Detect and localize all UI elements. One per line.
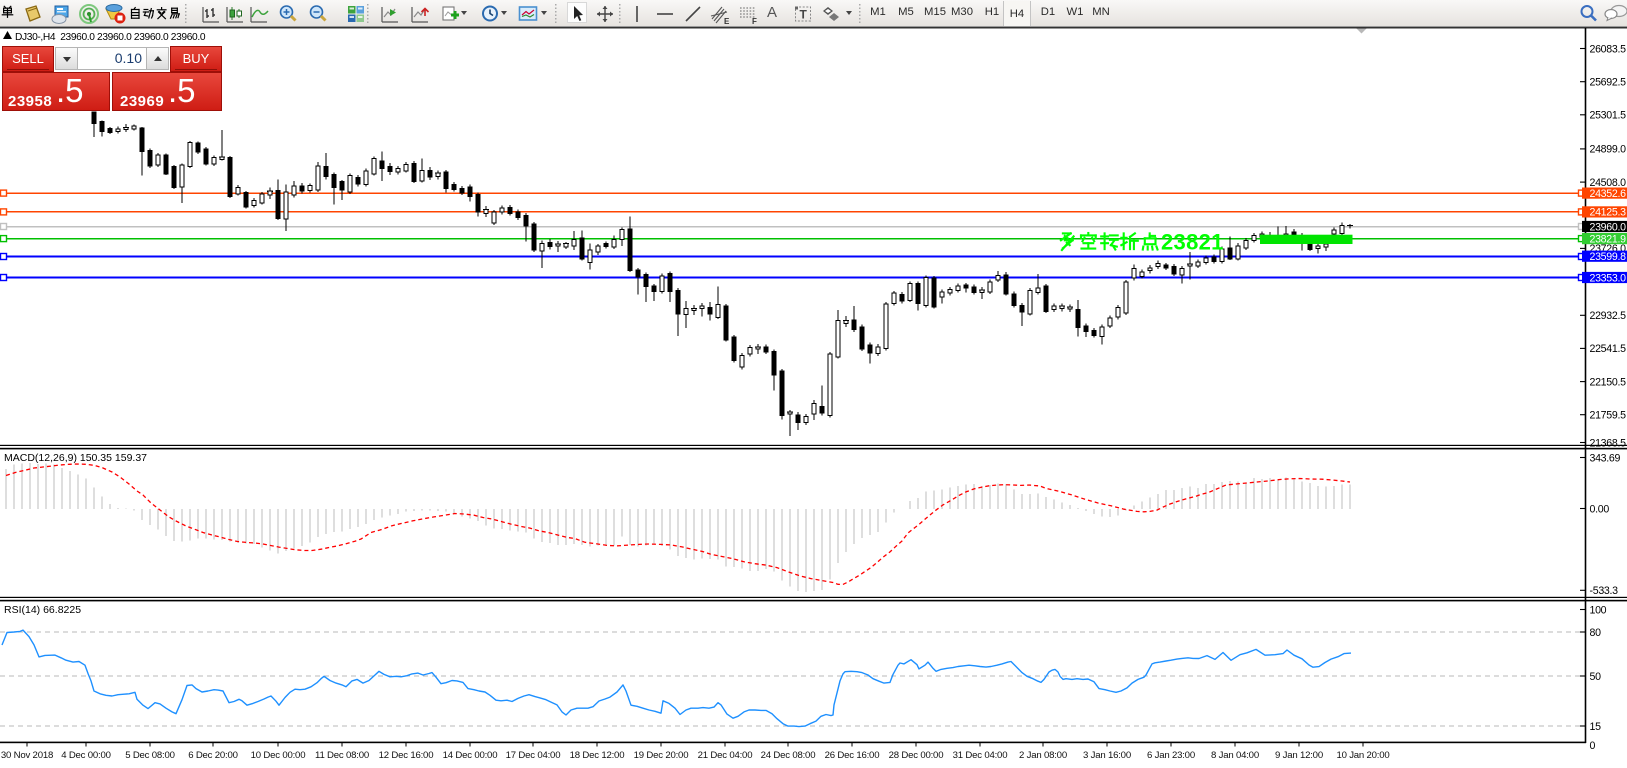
svg-text:80: 80 bbox=[1590, 627, 1602, 639]
svg-text:5 Dec 08:00: 5 Dec 08:00 bbox=[125, 750, 175, 761]
svg-text:22541.5: 22541.5 bbox=[1590, 343, 1627, 355]
svg-text:26 Dec 16:00: 26 Dec 16:00 bbox=[825, 750, 880, 761]
svg-text:24125.3: 24125.3 bbox=[1590, 207, 1627, 219]
svg-text:23353.0: 23353.0 bbox=[1590, 272, 1627, 284]
svg-text:23821.9: 23821.9 bbox=[1590, 233, 1627, 245]
svg-text:18 Dec 12:00: 18 Dec 12:00 bbox=[570, 750, 625, 761]
svg-text:23821: 23821 bbox=[1161, 230, 1224, 255]
svg-text:0: 0 bbox=[1590, 740, 1596, 752]
svg-text:21 Dec 04:00: 21 Dec 04:00 bbox=[698, 750, 753, 761]
svg-text:19 Dec 20:00: 19 Dec 20:00 bbox=[634, 750, 689, 761]
svg-text:31 Dec 04:00: 31 Dec 04:00 bbox=[953, 750, 1008, 761]
svg-text:24508.0: 24508.0 bbox=[1590, 177, 1627, 189]
svg-text:24 Dec 08:00: 24 Dec 08:00 bbox=[761, 750, 816, 761]
svg-text:DJ30-,H4 23960.0 23960.0 2396: DJ30-,H4 23960.0 23960.0 23960.0 23960.0 bbox=[15, 32, 206, 43]
svg-text:23960.0: 23960.0 bbox=[1590, 221, 1627, 233]
svg-text:10 Jan 20:00: 10 Jan 20:00 bbox=[1336, 750, 1389, 761]
svg-text:28 Dec 00:00: 28 Dec 00:00 bbox=[889, 750, 944, 761]
svg-text:30 Nov 2018: 30 Nov 2018 bbox=[1, 750, 53, 761]
svg-text:343.69: 343.69 bbox=[1590, 452, 1621, 464]
svg-text:8 Jan 04:00: 8 Jan 04:00 bbox=[1211, 750, 1259, 761]
svg-text:12 Dec 16:00: 12 Dec 16:00 bbox=[379, 750, 434, 761]
svg-text:2 Jan 08:00: 2 Jan 08:00 bbox=[1019, 750, 1067, 761]
svg-text:10 Dec 00:00: 10 Dec 00:00 bbox=[251, 750, 306, 761]
svg-text:15: 15 bbox=[1590, 721, 1602, 733]
svg-text:21759.5: 21759.5 bbox=[1590, 410, 1627, 422]
svg-text:23599.8: 23599.8 bbox=[1590, 251, 1627, 263]
svg-text:6 Jan 23:00: 6 Jan 23:00 bbox=[1147, 750, 1195, 761]
svg-text:11 Dec 08:00: 11 Dec 08:00 bbox=[315, 750, 369, 761]
svg-text:22150.5: 22150.5 bbox=[1590, 376, 1627, 388]
svg-text:50: 50 bbox=[1590, 671, 1602, 683]
svg-text:26083.5: 26083.5 bbox=[1590, 43, 1627, 55]
svg-text:25301.5: 25301.5 bbox=[1590, 110, 1627, 122]
svg-text:6 Dec 20:00: 6 Dec 20:00 bbox=[188, 750, 238, 761]
svg-text:14 Dec 00:00: 14 Dec 00:00 bbox=[443, 750, 498, 761]
svg-text:9 Jan 12:00: 9 Jan 12:00 bbox=[1275, 750, 1323, 761]
svg-text:22932.5: 22932.5 bbox=[1590, 310, 1627, 322]
svg-text:0.00: 0.00 bbox=[1590, 503, 1610, 515]
svg-text:MACD(12,26,9) 150.35 159.37: MACD(12,26,9) 150.35 159.37 bbox=[4, 452, 147, 464]
svg-text:24899.0: 24899.0 bbox=[1590, 144, 1627, 156]
svg-text:24352.6: 24352.6 bbox=[1590, 188, 1627, 200]
svg-text:100: 100 bbox=[1590, 604, 1607, 616]
svg-text:E: E bbox=[724, 17, 730, 26]
svg-text:T: T bbox=[800, 8, 808, 22]
svg-text:17 Dec 04:00: 17 Dec 04:00 bbox=[506, 750, 561, 761]
svg-text:-533.3: -533.3 bbox=[1590, 585, 1619, 597]
svg-text:21368.5: 21368.5 bbox=[1590, 437, 1627, 449]
svg-text:RSI(14) 66.8225: RSI(14) 66.8225 bbox=[4, 604, 81, 616]
svg-text:F: F bbox=[752, 17, 757, 26]
svg-text:4 Dec 00:00: 4 Dec 00:00 bbox=[61, 750, 111, 761]
svg-text:3 Jan 16:00: 3 Jan 16:00 bbox=[1083, 750, 1131, 761]
svg-text:25692.5: 25692.5 bbox=[1590, 77, 1627, 89]
